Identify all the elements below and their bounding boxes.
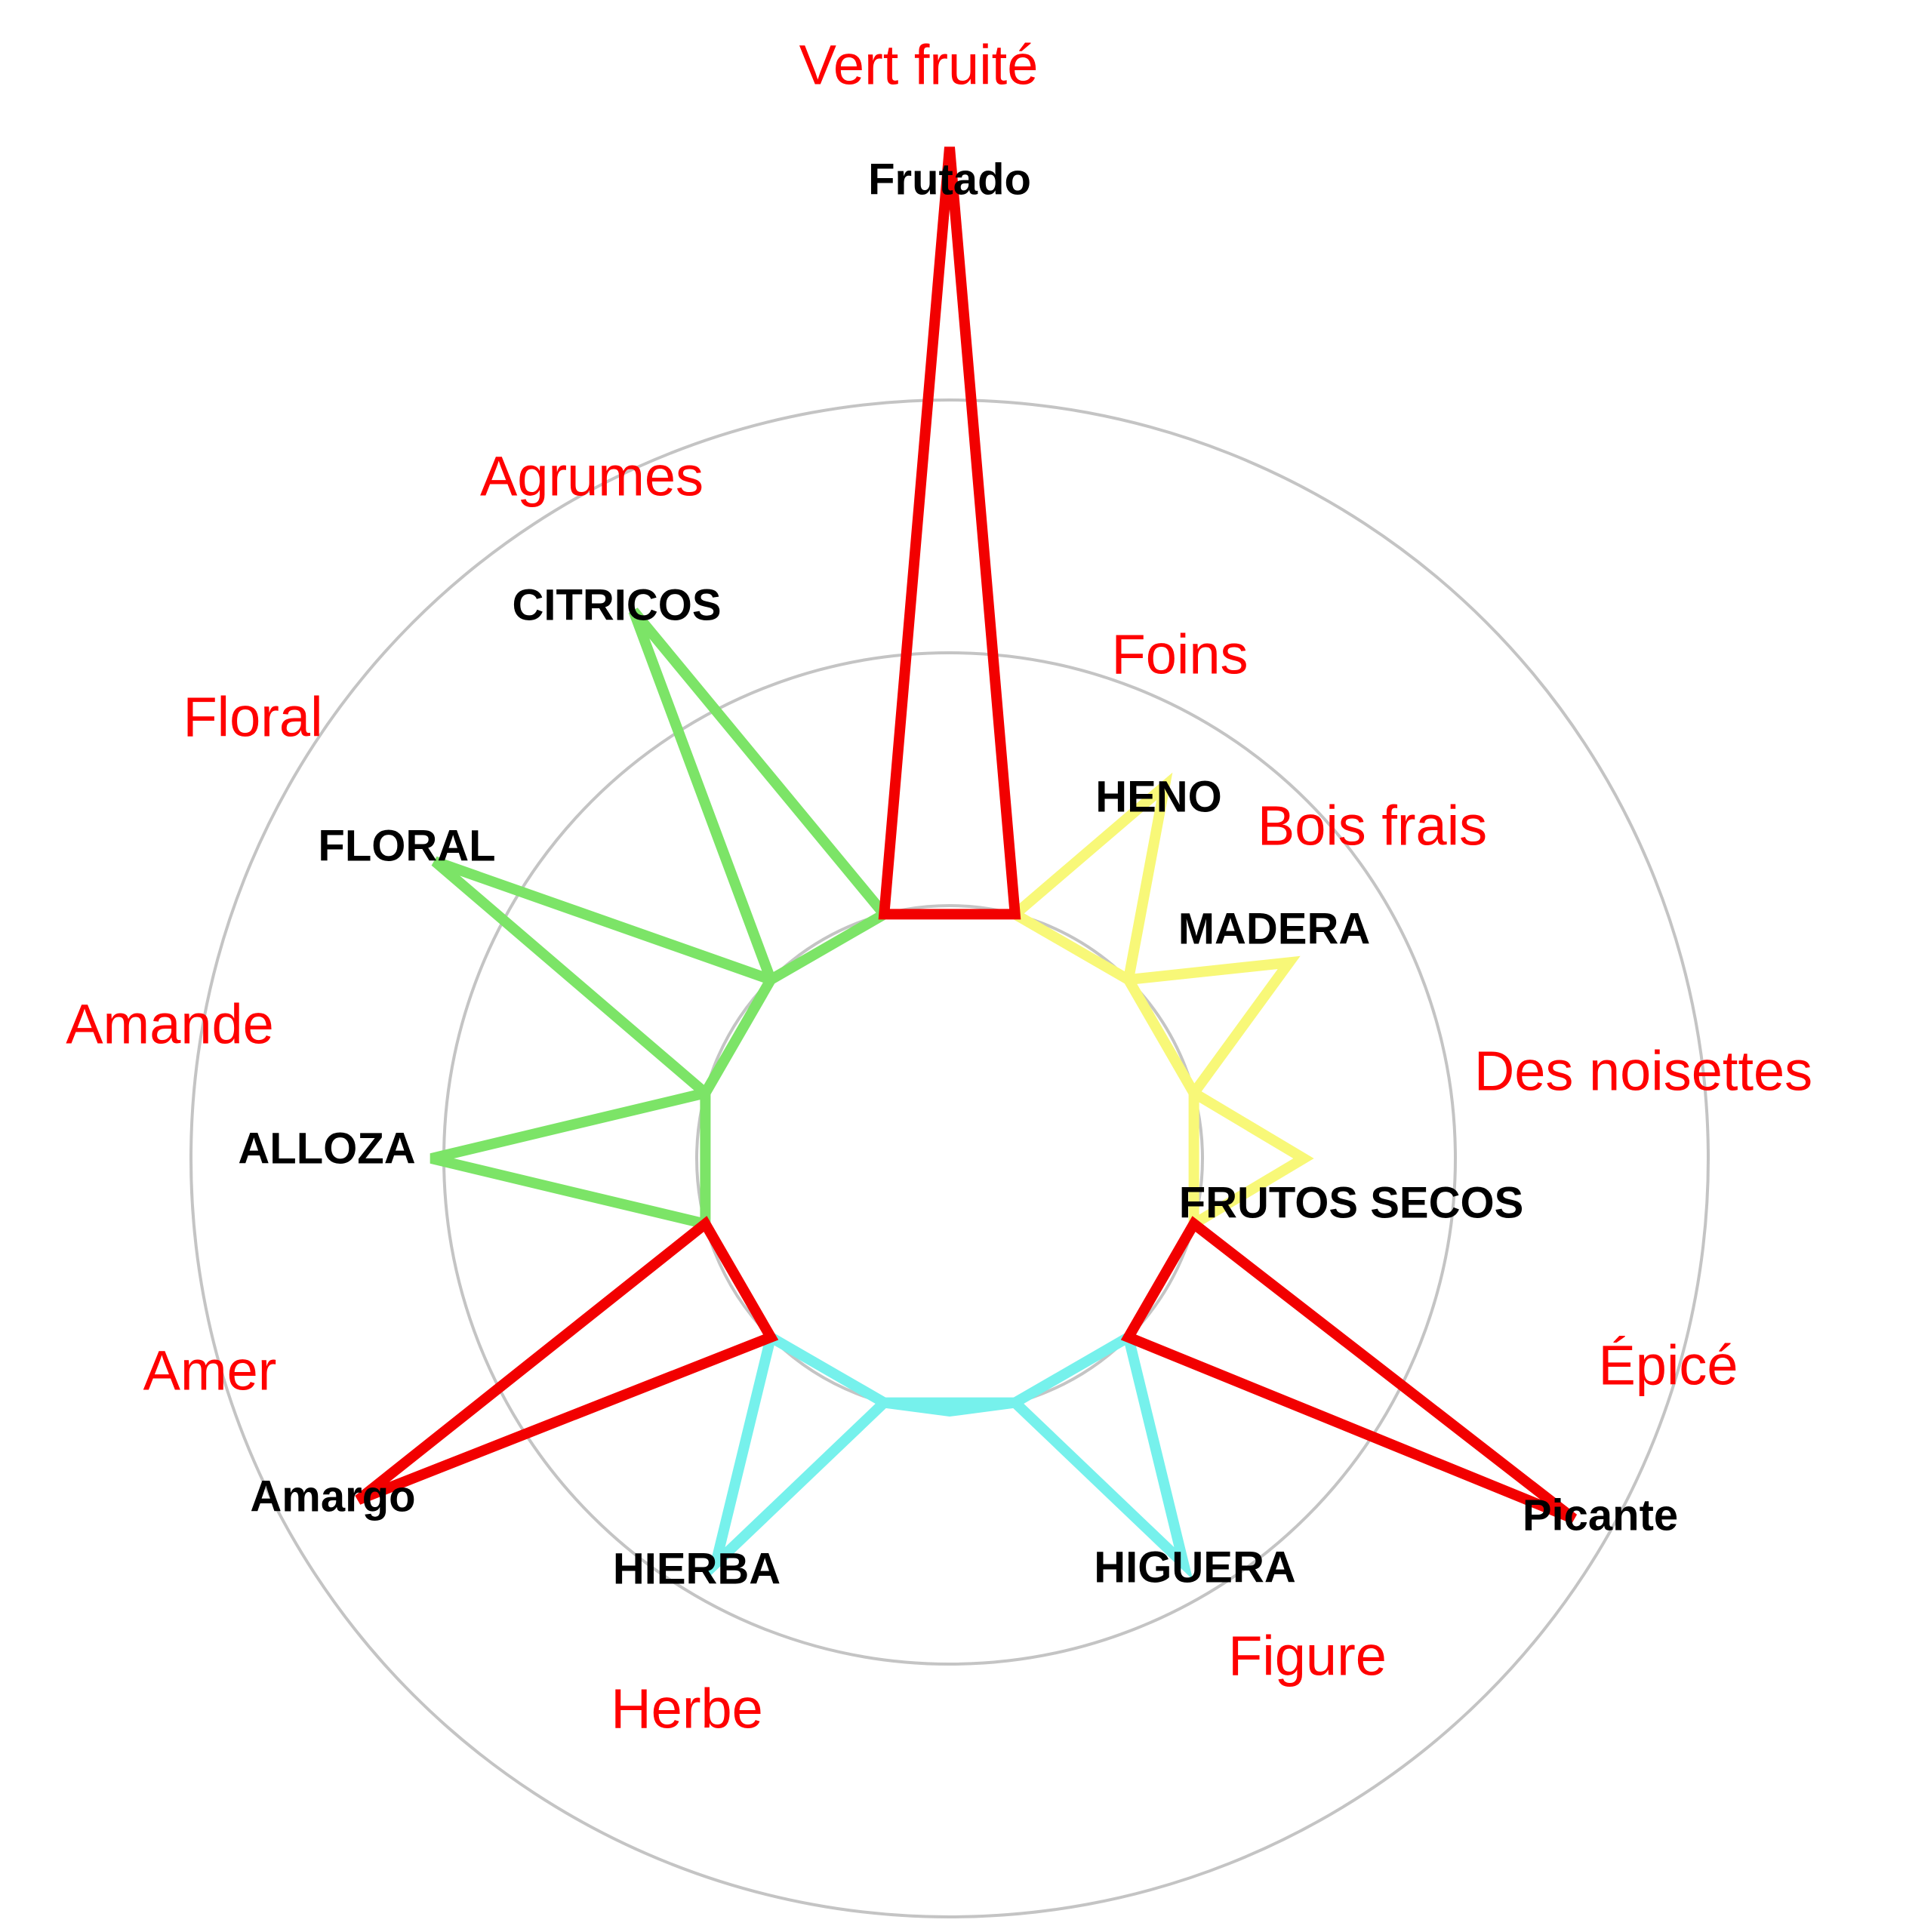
- axis-label-alloza: ALLOZA: [238, 1124, 415, 1173]
- french-label-floral: Floral: [183, 686, 322, 749]
- petal-group-red: [355, 146, 1578, 1524]
- petal-group-yellow: [1005, 772, 1314, 1234]
- french-label-frutos-secos: Des noisettes: [1474, 1040, 1812, 1103]
- french-label-heno: Foins: [1112, 623, 1249, 686]
- petal-group-green: [430, 608, 892, 1231]
- french-label-madera: Bois frais: [1258, 795, 1487, 857]
- petal-frutos-secos: [1188, 1083, 1314, 1234]
- french-label-frutado: Vert fruité: [799, 34, 1039, 97]
- axis-label-picante: Picante: [1523, 1491, 1678, 1540]
- axis-label-hierba: HIERBA: [613, 1544, 781, 1593]
- petal-group-cyan: [706, 1329, 1193, 1580]
- axis-label-higuera: HIGUERA: [1094, 1543, 1295, 1592]
- petal-hierba: [706, 1329, 893, 1580]
- french-label-alloza: Amande: [66, 993, 274, 1056]
- axis-label-floral: FLORAL: [318, 821, 495, 870]
- petal-alloza: [430, 1086, 711, 1231]
- axis-label-madera: MADERA: [1178, 904, 1371, 953]
- petal-citricos: [628, 608, 892, 988]
- petal-floral: [431, 856, 779, 1102]
- petal-higuera: [1006, 1329, 1193, 1580]
- petal-heno: [1005, 772, 1173, 989]
- petal-madera: [1119, 955, 1301, 1103]
- axis-label-frutado: Frutado: [868, 155, 1031, 204]
- french-label-picante: Épicé: [1598, 1334, 1738, 1397]
- french-label-amargo: Amer: [143, 1340, 277, 1402]
- french-label-higuera: Figure: [1228, 1625, 1387, 1687]
- grid-rings: [189, 398, 1710, 1918]
- grid-ring-3: [189, 398, 1710, 1918]
- axis-label-amargo: Amargo: [250, 1472, 415, 1521]
- labels: Frutado Vert fruité HENO Foins MADERA Bois fr…: [66, 34, 1812, 1740]
- axis-label-citricos: CITRICOS: [512, 580, 721, 629]
- petal-axis-bottom: [883, 1397, 1016, 1417]
- petal-frutado: [878, 146, 1021, 920]
- axis-label-frutos-secos: FRUTOS SECOS: [1179, 1178, 1524, 1227]
- french-label-citricos: Agrumes: [480, 445, 704, 508]
- petal-amargo: [355, 1216, 779, 1505]
- french-label-hierba: Herbe: [611, 1678, 763, 1740]
- petal-picante: [1120, 1216, 1578, 1524]
- axis-label-heno: HENO: [1095, 772, 1222, 821]
